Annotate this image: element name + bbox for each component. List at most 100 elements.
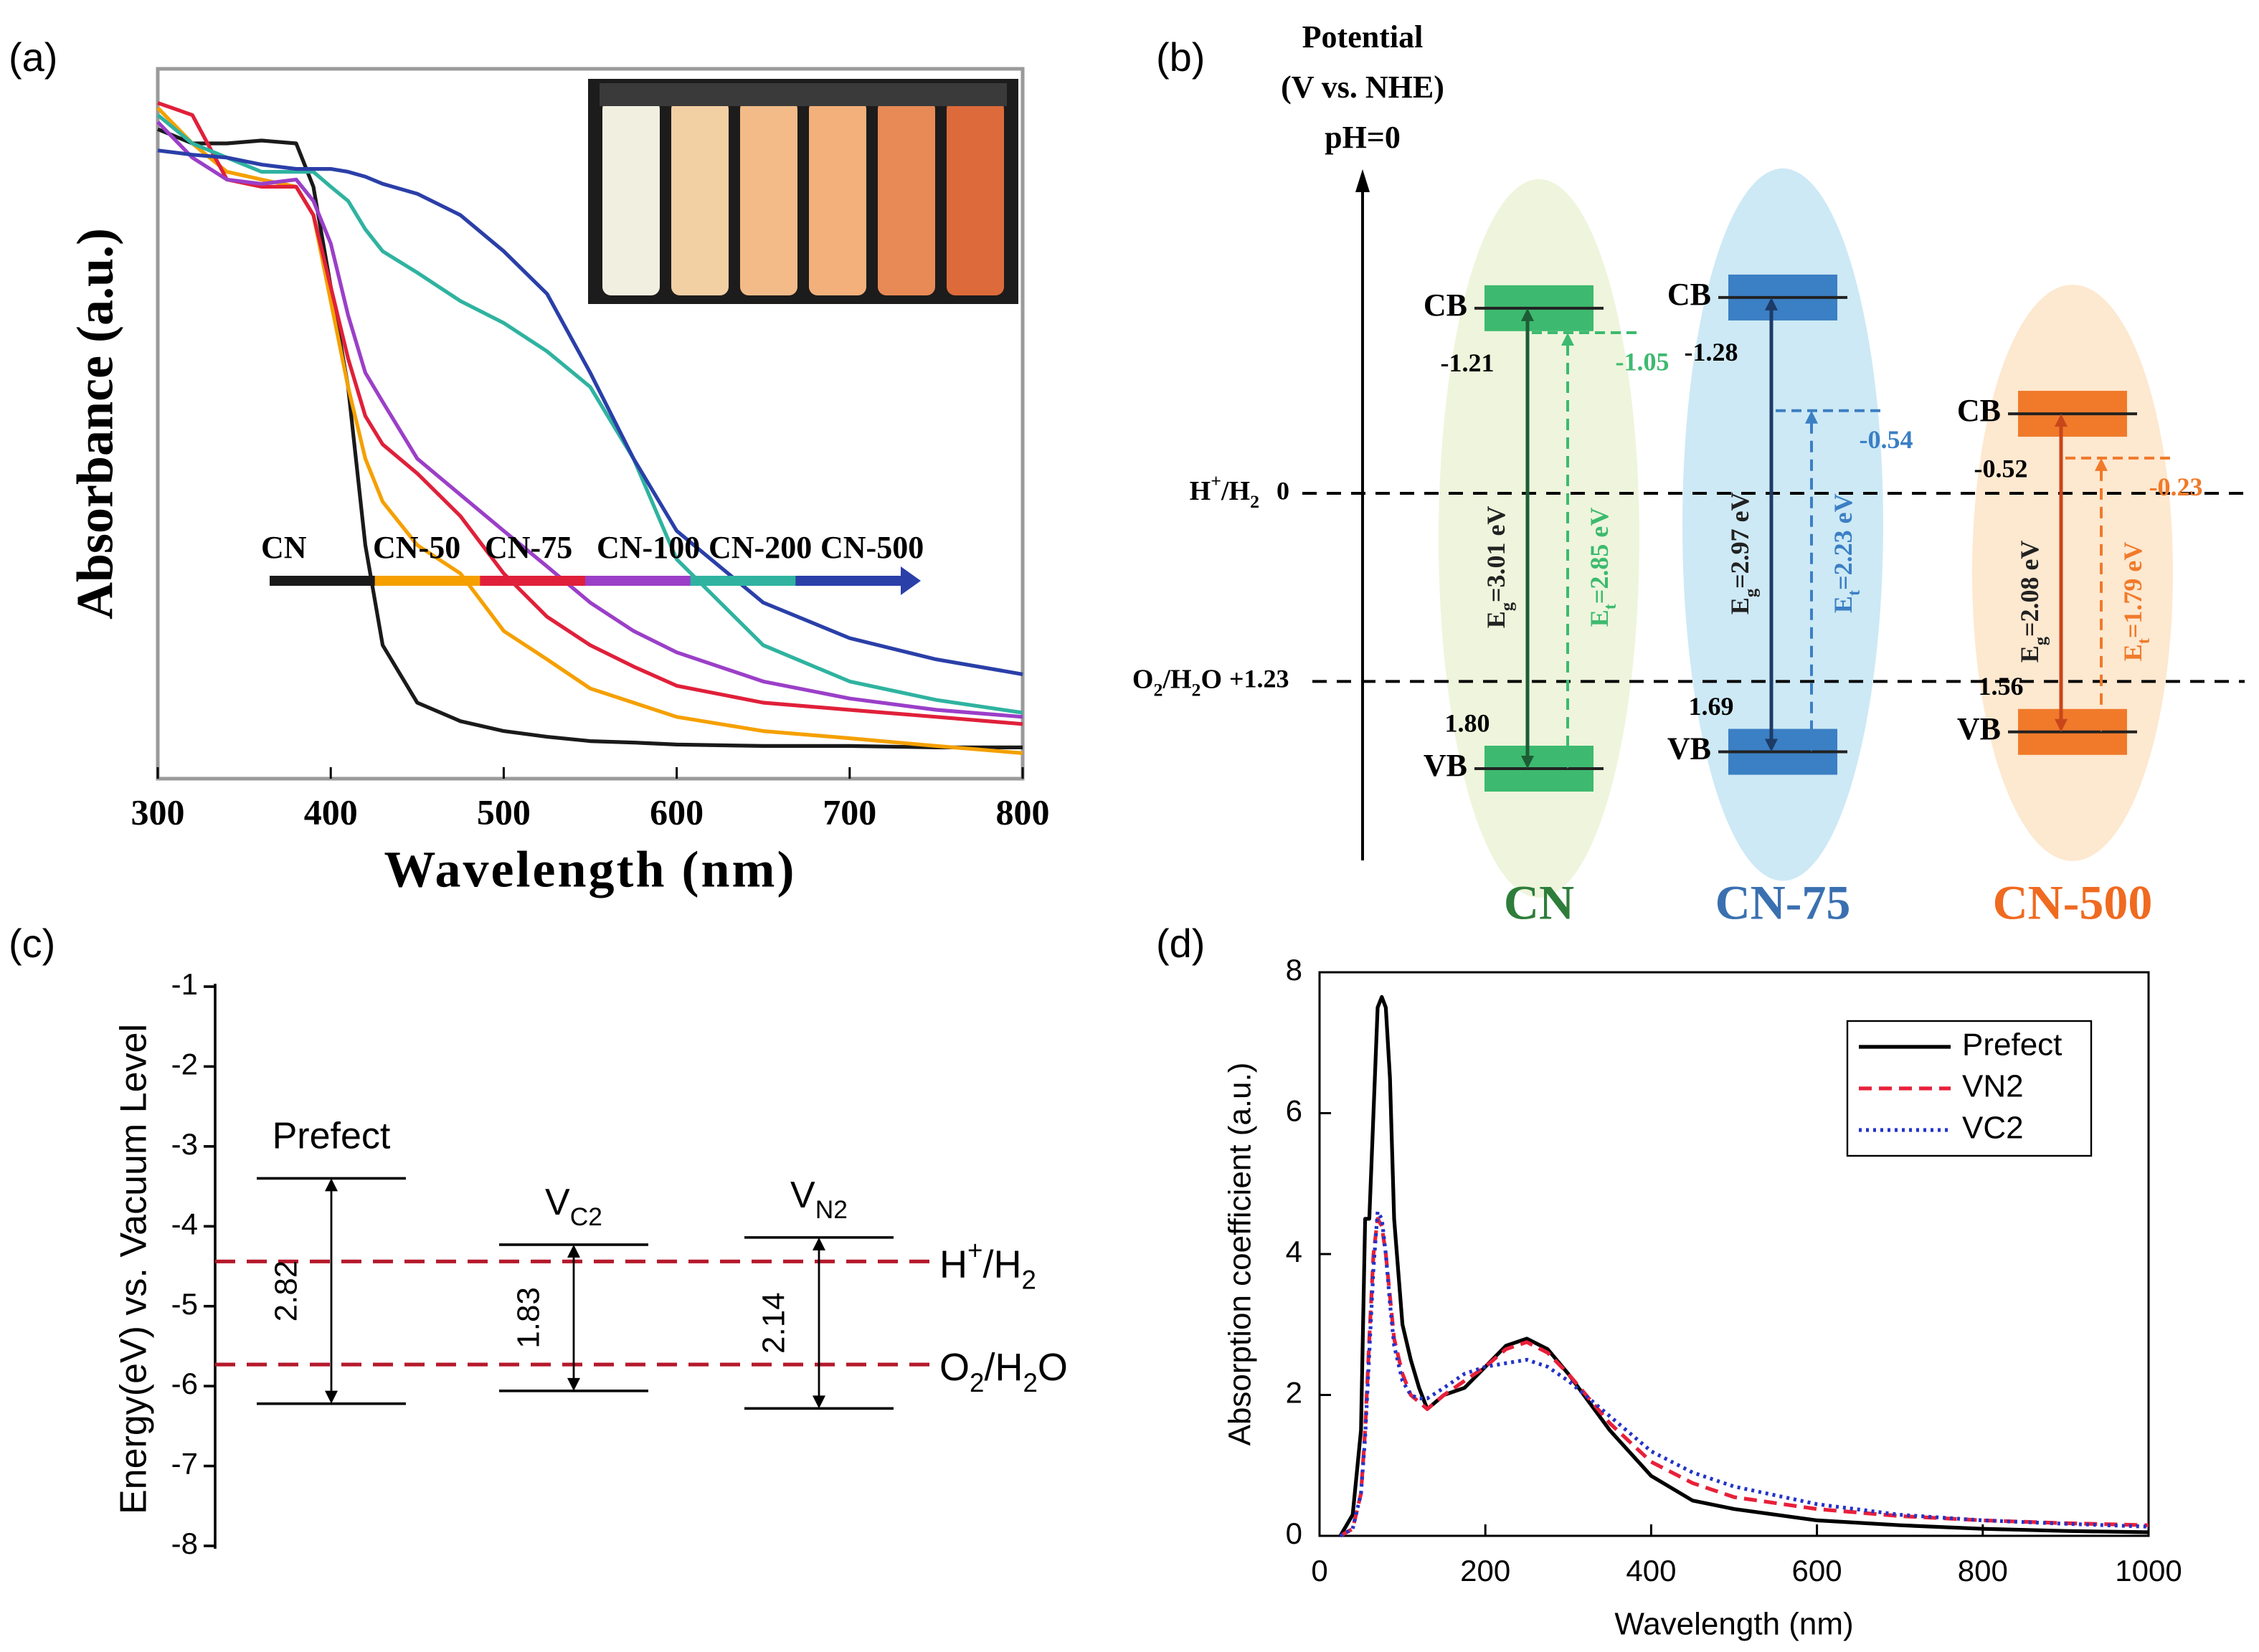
series-line (157, 101, 1023, 726)
cb-value: -1.28 (1685, 338, 1738, 366)
y-tick-label: -8 (171, 1527, 198, 1560)
vb-label: VB (1957, 711, 2001, 746)
x-tick-label: 800 (996, 792, 1050, 832)
legend-label: CN-75 (485, 530, 572, 565)
vial (809, 100, 866, 295)
x-tick-label: 600 (650, 792, 704, 832)
arrowhead (1765, 297, 1778, 310)
text-part: t (1601, 603, 1620, 609)
material-name: CN (1504, 875, 1574, 930)
arrowhead (1805, 410, 1818, 424)
text-part: 2 (970, 1368, 984, 1397)
label: Et=2.23 eV (1829, 493, 1864, 613)
text-part: E (2015, 645, 2044, 663)
material-name: CN-75 (1715, 875, 1851, 930)
y-tick-label: 6 (1286, 1094, 1302, 1128)
y-tick-label: -3 (171, 1127, 198, 1161)
cb-value: -0.52 (1974, 454, 2028, 483)
y-tick-label: 2 (1286, 1376, 1302, 1410)
arrowhead (325, 1178, 338, 1192)
text-part: /H (982, 1243, 1021, 1286)
legend-label: VN2 (1962, 1069, 2024, 1104)
label: H+/H2 (1190, 470, 1259, 512)
legend-label: CN-50 (373, 530, 460, 565)
vb-label: VB (1424, 748, 1467, 783)
text-part: + (1211, 470, 1221, 491)
text-part: g (1497, 602, 1517, 611)
vial (878, 100, 935, 295)
arrowhead (1561, 333, 1574, 346)
text-part: 2 (1021, 1266, 1036, 1295)
inset-photo (588, 79, 1018, 304)
text-part: /H (1221, 476, 1250, 506)
vb-value: 1.80 (1445, 708, 1490, 737)
cb-label: CB (1957, 393, 2001, 428)
arrowhead (2095, 457, 2108, 471)
label: O2/H2O (939, 1346, 1068, 1397)
series-line (156, 120, 1023, 719)
trap-value: -0.23 (2149, 473, 2203, 501)
panel-label: (b) (1156, 34, 1205, 80)
legend-label: Prefect (1962, 1027, 2062, 1063)
cb-value: -1.21 (1441, 348, 1495, 377)
panel-label: (c) (9, 921, 55, 966)
label: Eg=2.97 eV (1725, 492, 1761, 614)
text-part: /H (984, 1346, 1023, 1389)
arrowhead (1561, 756, 1574, 769)
material-region (1682, 168, 1883, 881)
x-tick-label: 300 (131, 792, 185, 832)
y-tick-label: -7 (171, 1447, 198, 1481)
material-region (1439, 179, 1639, 898)
text-part: H (1190, 476, 1211, 506)
arrowhead (1521, 756, 1534, 769)
label: Et=2.85 eV (1585, 508, 1620, 627)
arrowhead (1805, 739, 1818, 752)
y-tick-label: -6 (171, 1367, 198, 1400)
text-part: =2.85 eV (1585, 508, 1614, 604)
series-line (157, 127, 1023, 749)
text-part: E (2118, 644, 2147, 661)
cb-label: CB (1424, 288, 1467, 323)
text-part: H (939, 1243, 967, 1286)
y-axis-label: Absorption coefficient (a.u.) (1223, 1063, 1258, 1446)
label: Et=1.79 eV (2118, 542, 2154, 662)
cb-label: CB (1667, 277, 1711, 312)
text-part: E (1829, 596, 1857, 613)
y-tick-label: -4 (171, 1207, 198, 1240)
y-tick-label: 4 (1286, 1235, 1302, 1268)
x-axis-label: Wavelength (nm) (384, 841, 797, 898)
x-tick-label: 200 (1460, 1554, 1510, 1587)
x-tick-label: 0 (1311, 1554, 1327, 1587)
text-part: C2 (570, 1203, 602, 1231)
panel-label: (a) (9, 34, 57, 80)
series-line (156, 113, 1023, 715)
arrowhead (813, 1237, 825, 1250)
panel-label: (d) (1156, 921, 1205, 966)
text-part: + (967, 1236, 982, 1266)
text-part: O (1038, 1346, 1068, 1389)
text-part: g (2031, 637, 2050, 645)
text-part: Prefect (273, 1115, 391, 1157)
axis-arrowhead (1355, 169, 1370, 192)
x-tick-label: 800 (1958, 1554, 2008, 1587)
label: Eg=3.01 eV (1482, 506, 1517, 629)
label: Eg=2.08 eV (2015, 541, 2050, 663)
arrowhead (2055, 718, 2068, 732)
text-part: g (1741, 589, 1761, 597)
text-part: V (545, 1182, 570, 1223)
label: H+/H2 (939, 1236, 1036, 1295)
x-tick-label: 400 (1626, 1554, 1676, 1587)
x-tick-label: 500 (477, 792, 531, 832)
arrowhead (2055, 414, 2068, 427)
axis-title: pH=0 (1325, 120, 1401, 155)
series-line (1339, 1217, 2149, 1538)
text-part: t (1844, 589, 1864, 596)
arrowhead (2095, 718, 2108, 732)
legend-label: CN-500 (820, 530, 924, 565)
vb-value: 1.69 (1689, 692, 1734, 721)
text-part: =2.23 eV (1829, 493, 1857, 590)
text-part: =3.01 eV (1482, 506, 1510, 603)
text-part: =1.79 eV (2118, 542, 2147, 639)
legend-arrowhead (901, 566, 921, 595)
